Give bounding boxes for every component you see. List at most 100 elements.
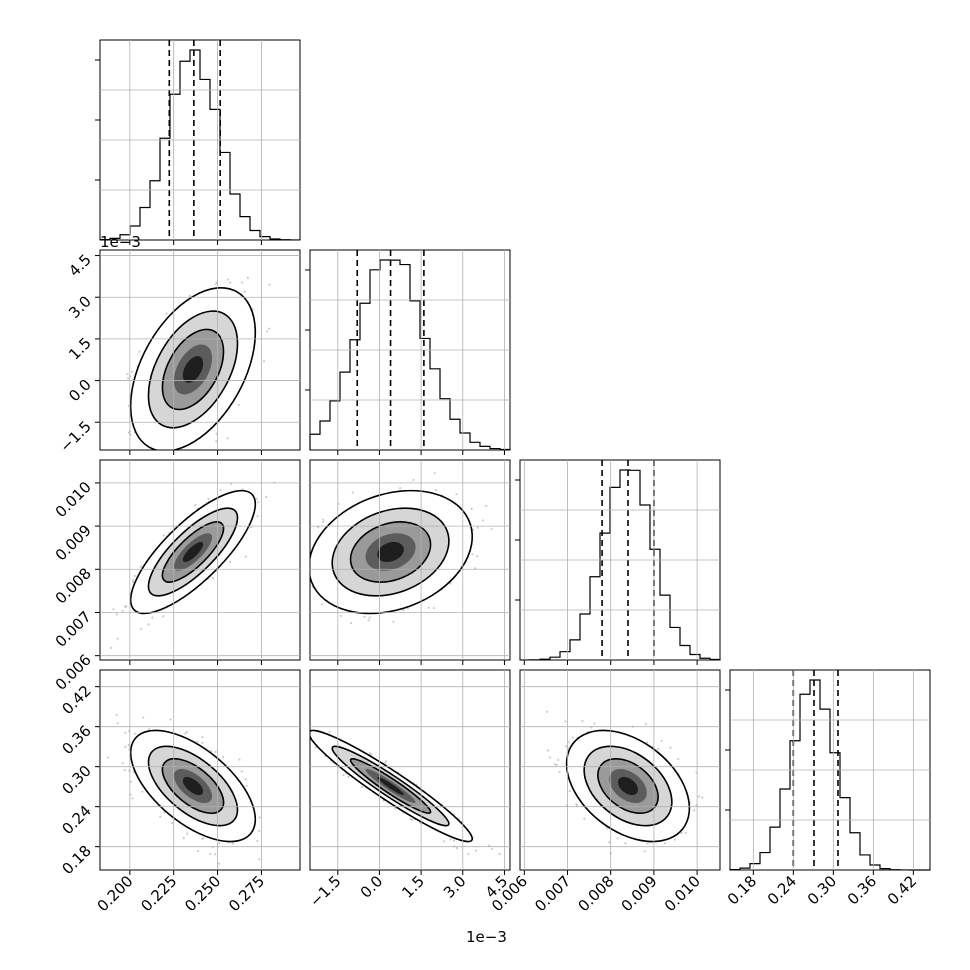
scatter-panel-2-1	[287, 459, 511, 661]
grid-lines	[100, 250, 300, 450]
sample-point	[409, 817, 412, 821]
sample-point	[673, 838, 677, 841]
sample-point	[217, 862, 221, 865]
sample-point	[449, 838, 452, 841]
sample-point	[490, 527, 493, 530]
sample-point	[124, 731, 127, 734]
sample-point	[229, 560, 232, 564]
sample-point	[616, 837, 619, 840]
sample-point	[152, 461, 154, 463]
sample-point	[624, 842, 627, 845]
grid-lines	[100, 460, 300, 660]
sample-point	[314, 746, 317, 749]
sample-point	[328, 730, 331, 734]
sample-point	[564, 720, 567, 723]
sample-point	[266, 330, 269, 333]
sample-point	[363, 615, 366, 618]
sample-point	[485, 504, 488, 507]
sample-point	[410, 818, 414, 821]
sample-point	[434, 488, 437, 492]
panel-content	[287, 471, 493, 625]
histogram-step-line-3	[729, 679, 931, 871]
sample-point	[139, 565, 142, 568]
grid-lines	[310, 460, 510, 660]
sample-point	[452, 839, 456, 842]
sample-point	[231, 842, 234, 845]
density-contour-4	[182, 356, 204, 383]
sample-point	[226, 437, 229, 440]
histogram-step-line-1	[309, 259, 511, 451]
panel-frame	[99, 669, 301, 871]
scatter-panel-3-2	[519, 669, 721, 871]
sample-point	[474, 567, 477, 570]
sample-point	[131, 797, 134, 800]
sample-point	[115, 613, 118, 616]
sample-point	[226, 278, 229, 281]
sample-point	[207, 497, 210, 500]
sample-point	[124, 605, 128, 608]
sample-point	[211, 577, 215, 580]
sample-point	[123, 605, 127, 608]
sample-point	[116, 722, 119, 725]
sample-point	[474, 849, 477, 852]
sample-point	[442, 840, 445, 843]
sample-point	[320, 603, 324, 606]
sample-point	[148, 728, 151, 731]
sample-point	[112, 608, 115, 611]
sample-point	[491, 847, 494, 851]
sample-point	[184, 732, 187, 735]
sample-point	[241, 281, 244, 284]
sample-point	[131, 579, 135, 582]
sample-point	[221, 756, 225, 759]
sample-point	[201, 837, 204, 840]
sample-point	[147, 623, 150, 626]
sample-point	[455, 493, 458, 496]
grid-lines	[310, 670, 510, 870]
sample-point	[123, 768, 126, 772]
sample-point	[305, 719, 307, 721]
sample-point	[432, 606, 435, 610]
sample-point	[368, 751, 371, 755]
sample-point	[219, 489, 222, 492]
sample-point	[262, 360, 266, 363]
sample-point	[243, 290, 247, 293]
sample-point	[106, 756, 110, 759]
sample-point	[215, 440, 218, 443]
sample-point	[399, 487, 402, 490]
panel-content	[106, 713, 261, 870]
sample-point	[669, 746, 672, 749]
sample-point	[321, 520, 325, 524]
sample-point	[133, 574, 136, 578]
density-contour-4	[377, 776, 404, 796]
sample-point	[168, 457, 170, 459]
histogram-step-line-2	[519, 469, 721, 661]
grid-lines	[100, 670, 300, 870]
sample-point	[581, 720, 584, 723]
sample-point	[287, 565, 289, 567]
sample-point	[214, 853, 217, 856]
sample-point	[258, 829, 261, 832]
sample-point	[218, 842, 221, 845]
sample-point	[268, 283, 271, 286]
sample-point	[470, 507, 473, 510]
sample-point	[583, 817, 586, 820]
sample-point	[553, 763, 556, 766]
sample-point	[427, 606, 430, 609]
sample-point	[110, 646, 113, 649]
sample-point	[402, 609, 405, 612]
grid-lines	[730, 670, 930, 870]
sample-point	[151, 616, 154, 619]
sample-point	[234, 241, 236, 243]
sample-point	[186, 832, 189, 835]
sample-point	[240, 770, 243, 773]
sample-point	[303, 734, 305, 736]
sample-point	[228, 281, 232, 284]
density-contour-4	[182, 541, 204, 563]
scatter-panel-1-0	[99, 241, 301, 463]
sample-point	[322, 518, 325, 521]
sample-point	[141, 790, 144, 793]
sample-point	[394, 807, 397, 810]
sample-point	[121, 762, 124, 765]
sample-point	[256, 515, 259, 518]
sample-point	[292, 719, 294, 721]
